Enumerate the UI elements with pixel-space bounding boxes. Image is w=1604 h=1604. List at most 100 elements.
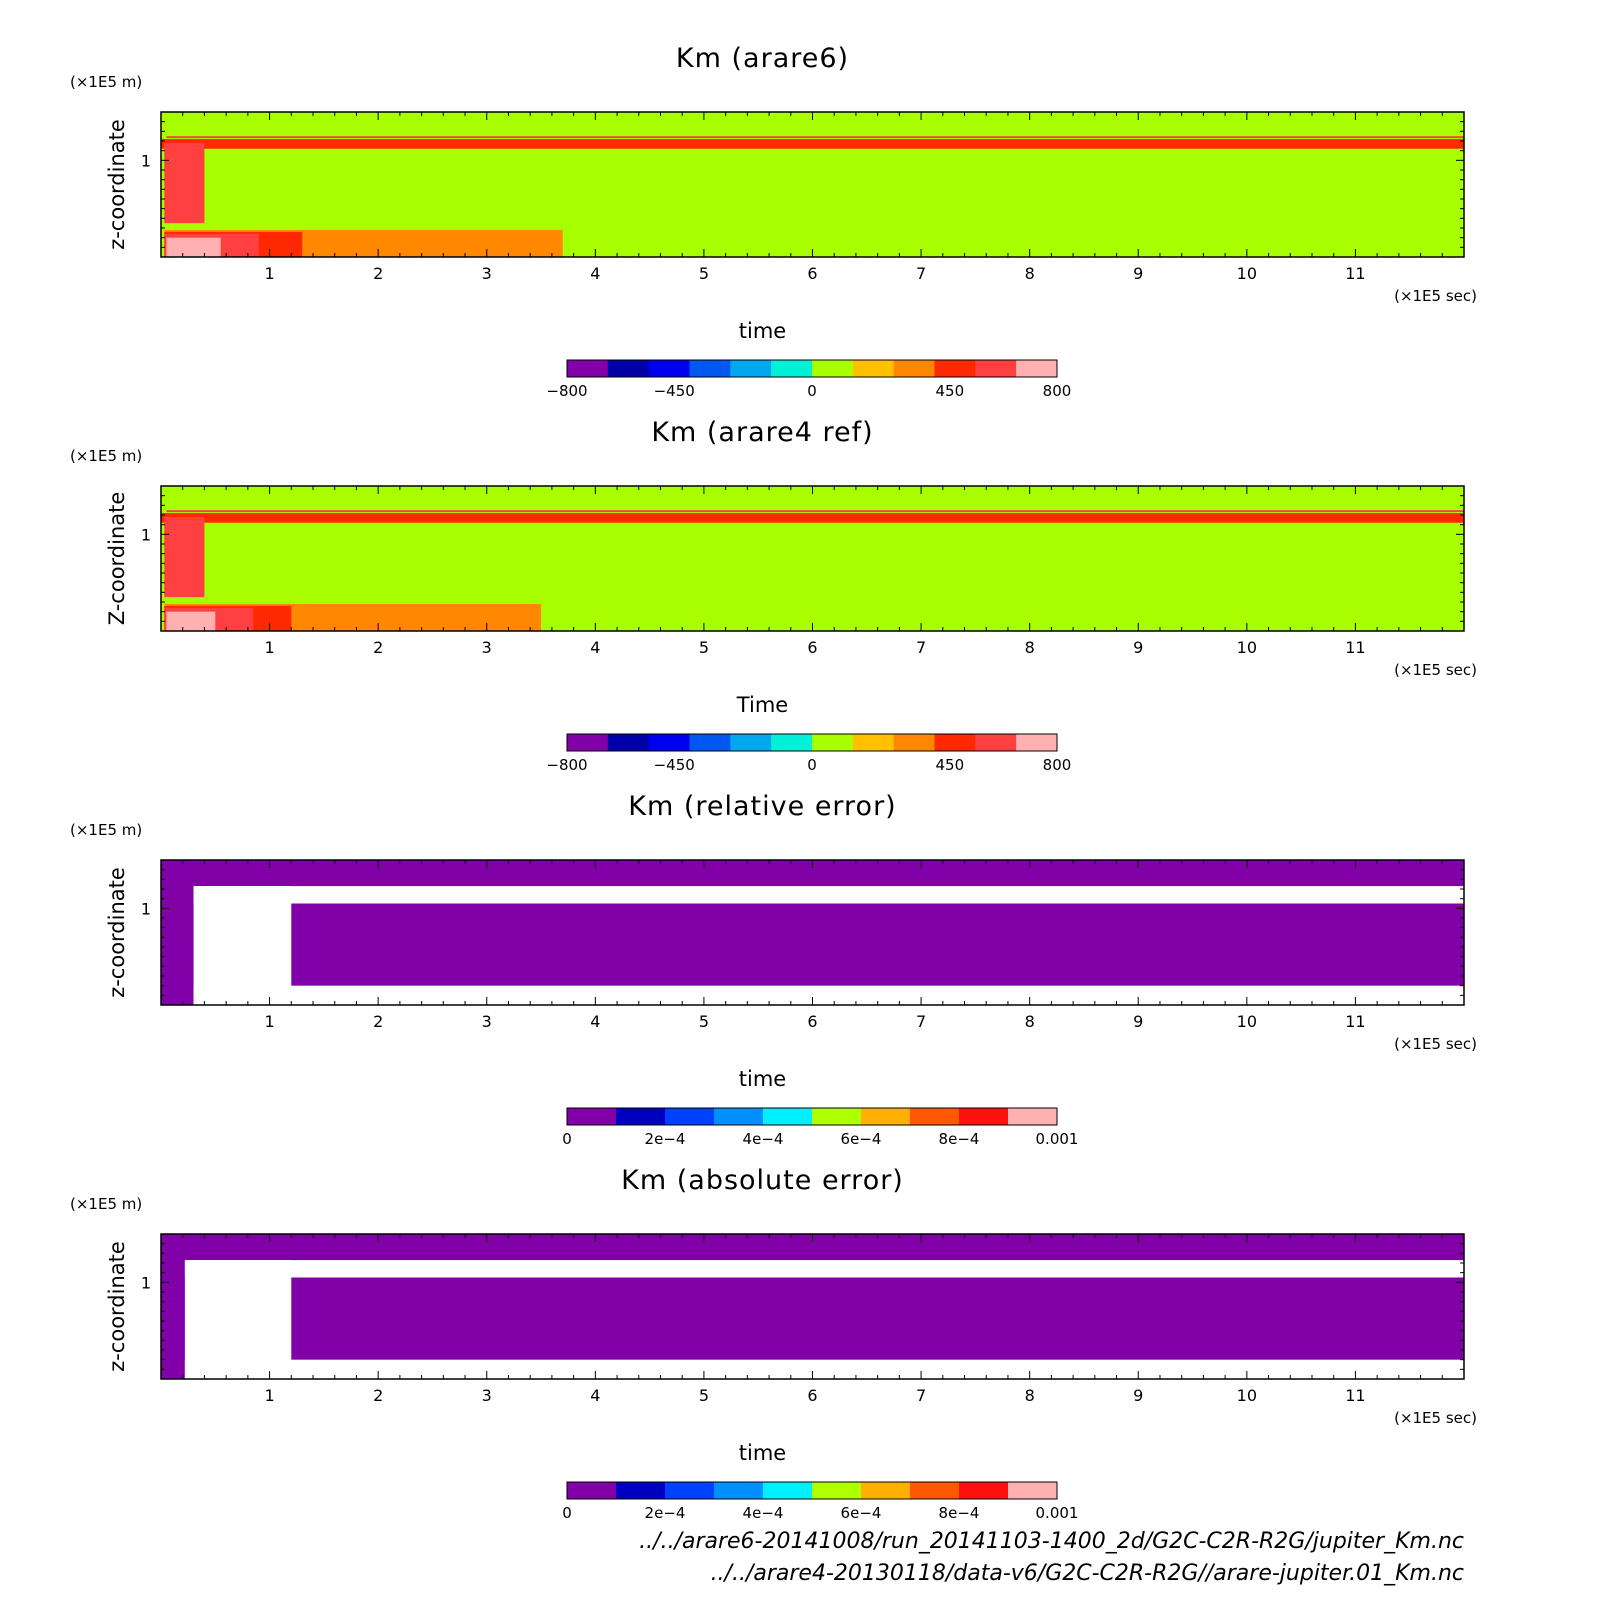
x-tick-label: 1	[264, 264, 274, 283]
x-tick-label: 7	[916, 1386, 926, 1405]
colorbar-tick-label: 2e−4	[645, 1504, 686, 1522]
x-tick-label: 4	[590, 1012, 600, 1031]
colorbar-segment	[959, 1482, 1009, 1499]
x-axis-label: time	[739, 319, 786, 343]
heatmap-region-8	[166, 611, 216, 631]
colorbar-segment	[607, 734, 650, 751]
heatmap-region-4	[164, 516, 205, 598]
x-tick-label: 6	[807, 1386, 817, 1405]
x-tick-label: 2	[373, 1386, 383, 1405]
colorbar-segment	[934, 734, 976, 751]
footer-path-1: ../../arare6-20141008/run_20141103-1400_…	[639, 1529, 1464, 1554]
colorbar-segment	[959, 1108, 1009, 1125]
colorbar-tick-label: 0	[562, 1130, 572, 1148]
colorbar-segment	[1008, 1108, 1058, 1125]
x-tick-label: 1	[264, 638, 274, 657]
footer-path-2: ../../arare4-20130118/data-v6/G2C-C2R-R2…	[711, 1561, 1464, 1586]
heatmap-region-2	[161, 513, 1464, 523]
x-tick-label: 2	[373, 1012, 383, 1031]
colorbar-tick-label: 8e−4	[939, 1130, 980, 1148]
colorbar-segment	[975, 734, 1017, 751]
y-unit-label: (×1E5 m)	[70, 821, 142, 839]
colorbar-segment	[689, 734, 731, 751]
colorbar-tick-label: 6e−4	[841, 1130, 882, 1148]
colorbar-segment	[730, 734, 772, 751]
colorbar-segment	[893, 734, 935, 751]
x-tick-label: 3	[482, 1012, 492, 1031]
x-tick-label: 2	[373, 264, 383, 283]
panel-1: Km (arare6)(×1E5 m)1 2 3 4 5 6 7 8 9 10 111(×1E5 s…	[70, 43, 1477, 400]
colorbar-tick-label: 0	[807, 756, 817, 774]
x-tick-label: 5	[699, 264, 709, 283]
x-tick-label: 10	[1237, 264, 1257, 283]
heatmap-region-2	[161, 139, 1464, 149]
colorbar-segment	[567, 734, 609, 751]
colorbar-frame	[566, 1107, 1058, 1126]
colorbar-segment	[893, 360, 935, 377]
colorbar-segment	[616, 1108, 666, 1125]
colorbar-segment	[1008, 1482, 1058, 1499]
x-tick-label: 11	[1345, 1012, 1365, 1031]
y-tick-label: 1	[141, 151, 151, 170]
colorbar-tick-label: −450	[654, 756, 695, 774]
x-tick-label: 3	[482, 1386, 492, 1405]
colorbar-segment	[771, 734, 813, 751]
heatmap-background	[161, 1234, 1464, 1379]
colorbar-tick-label: −450	[654, 382, 695, 400]
panels: Km (arare6)(×1E5 m)1 2 3 4 5 6 7 8 9 10 111(×1E5 s…	[70, 43, 1477, 1522]
y-axis-label: z-coordinate	[105, 1241, 129, 1372]
x-tick-label: 11	[1345, 638, 1365, 657]
x-tick-label: 2	[373, 638, 383, 657]
colorbar-segment	[812, 1482, 862, 1499]
y-tick-label: 1	[141, 525, 151, 544]
colorbar-segment	[861, 1482, 911, 1499]
chart-title: Km (arare6)	[676, 43, 849, 74]
y-tick-label: 1	[141, 899, 151, 918]
x-tick-label: 5	[699, 638, 709, 657]
colorbar-tick-label: 0	[807, 382, 817, 400]
colorbar-segment	[852, 360, 895, 377]
colorbar-segment	[861, 1108, 911, 1125]
colorbar-tick-label: 450	[935, 382, 964, 400]
x-tick-label: 4	[590, 264, 600, 283]
panel-4: Km (absolute error)(×1E5 m)1 2 3 4 5 6 7 8 9 10 11…	[70, 1165, 1477, 1522]
colorbar-segment	[812, 1108, 862, 1125]
colorbar-segment	[648, 734, 690, 751]
colorbar-segment	[934, 360, 976, 377]
colorbar-segment	[714, 1108, 764, 1125]
heatmap-region-2	[184, 1359, 1465, 1379]
heatmap-region-3	[166, 136, 1464, 139]
heatmap-background	[161, 860, 1464, 1005]
x-tick-label: 5	[699, 1012, 709, 1031]
colorbar-segment	[910, 1482, 960, 1499]
colorbar-segment	[616, 1482, 666, 1499]
colorbar-tick-label: 450	[935, 756, 964, 774]
colorbar-segment	[771, 360, 813, 377]
colorbar-segment	[763, 1482, 813, 1499]
x-tick-label: 10	[1237, 1386, 1257, 1405]
colorbar-tick-label: 800	[1043, 756, 1072, 774]
colorbar-tick-label: −800	[546, 756, 587, 774]
x-tick-label: 9	[1133, 638, 1143, 657]
colorbar-tick-label: 0	[562, 1504, 572, 1522]
x-tick-label: 9	[1133, 1386, 1143, 1405]
colorbar-frame	[566, 359, 1058, 378]
colorbar-tick-label: 2e−4	[645, 1130, 686, 1148]
x-unit-label: (×1E5 sec)	[1394, 287, 1477, 305]
x-tick-label: 1	[264, 1386, 274, 1405]
colorbar-segment	[975, 360, 1017, 377]
x-tick-label: 11	[1345, 1386, 1365, 1405]
x-tick-label: 9	[1133, 264, 1143, 283]
colorbar-segment	[689, 360, 731, 377]
heatmap-region-4	[164, 142, 205, 224]
x-tick-label: 8	[1025, 638, 1035, 657]
x-tick-label: 1	[264, 1012, 274, 1031]
heatmap-region-8	[166, 237, 221, 257]
x-tick-label: 4	[590, 1386, 600, 1405]
colorbar-segment	[730, 360, 772, 377]
colorbar-segment	[567, 360, 609, 377]
colorbar-segment	[812, 360, 854, 377]
x-tick-label: 3	[482, 264, 492, 283]
heatmap-region-1	[193, 886, 1465, 904]
